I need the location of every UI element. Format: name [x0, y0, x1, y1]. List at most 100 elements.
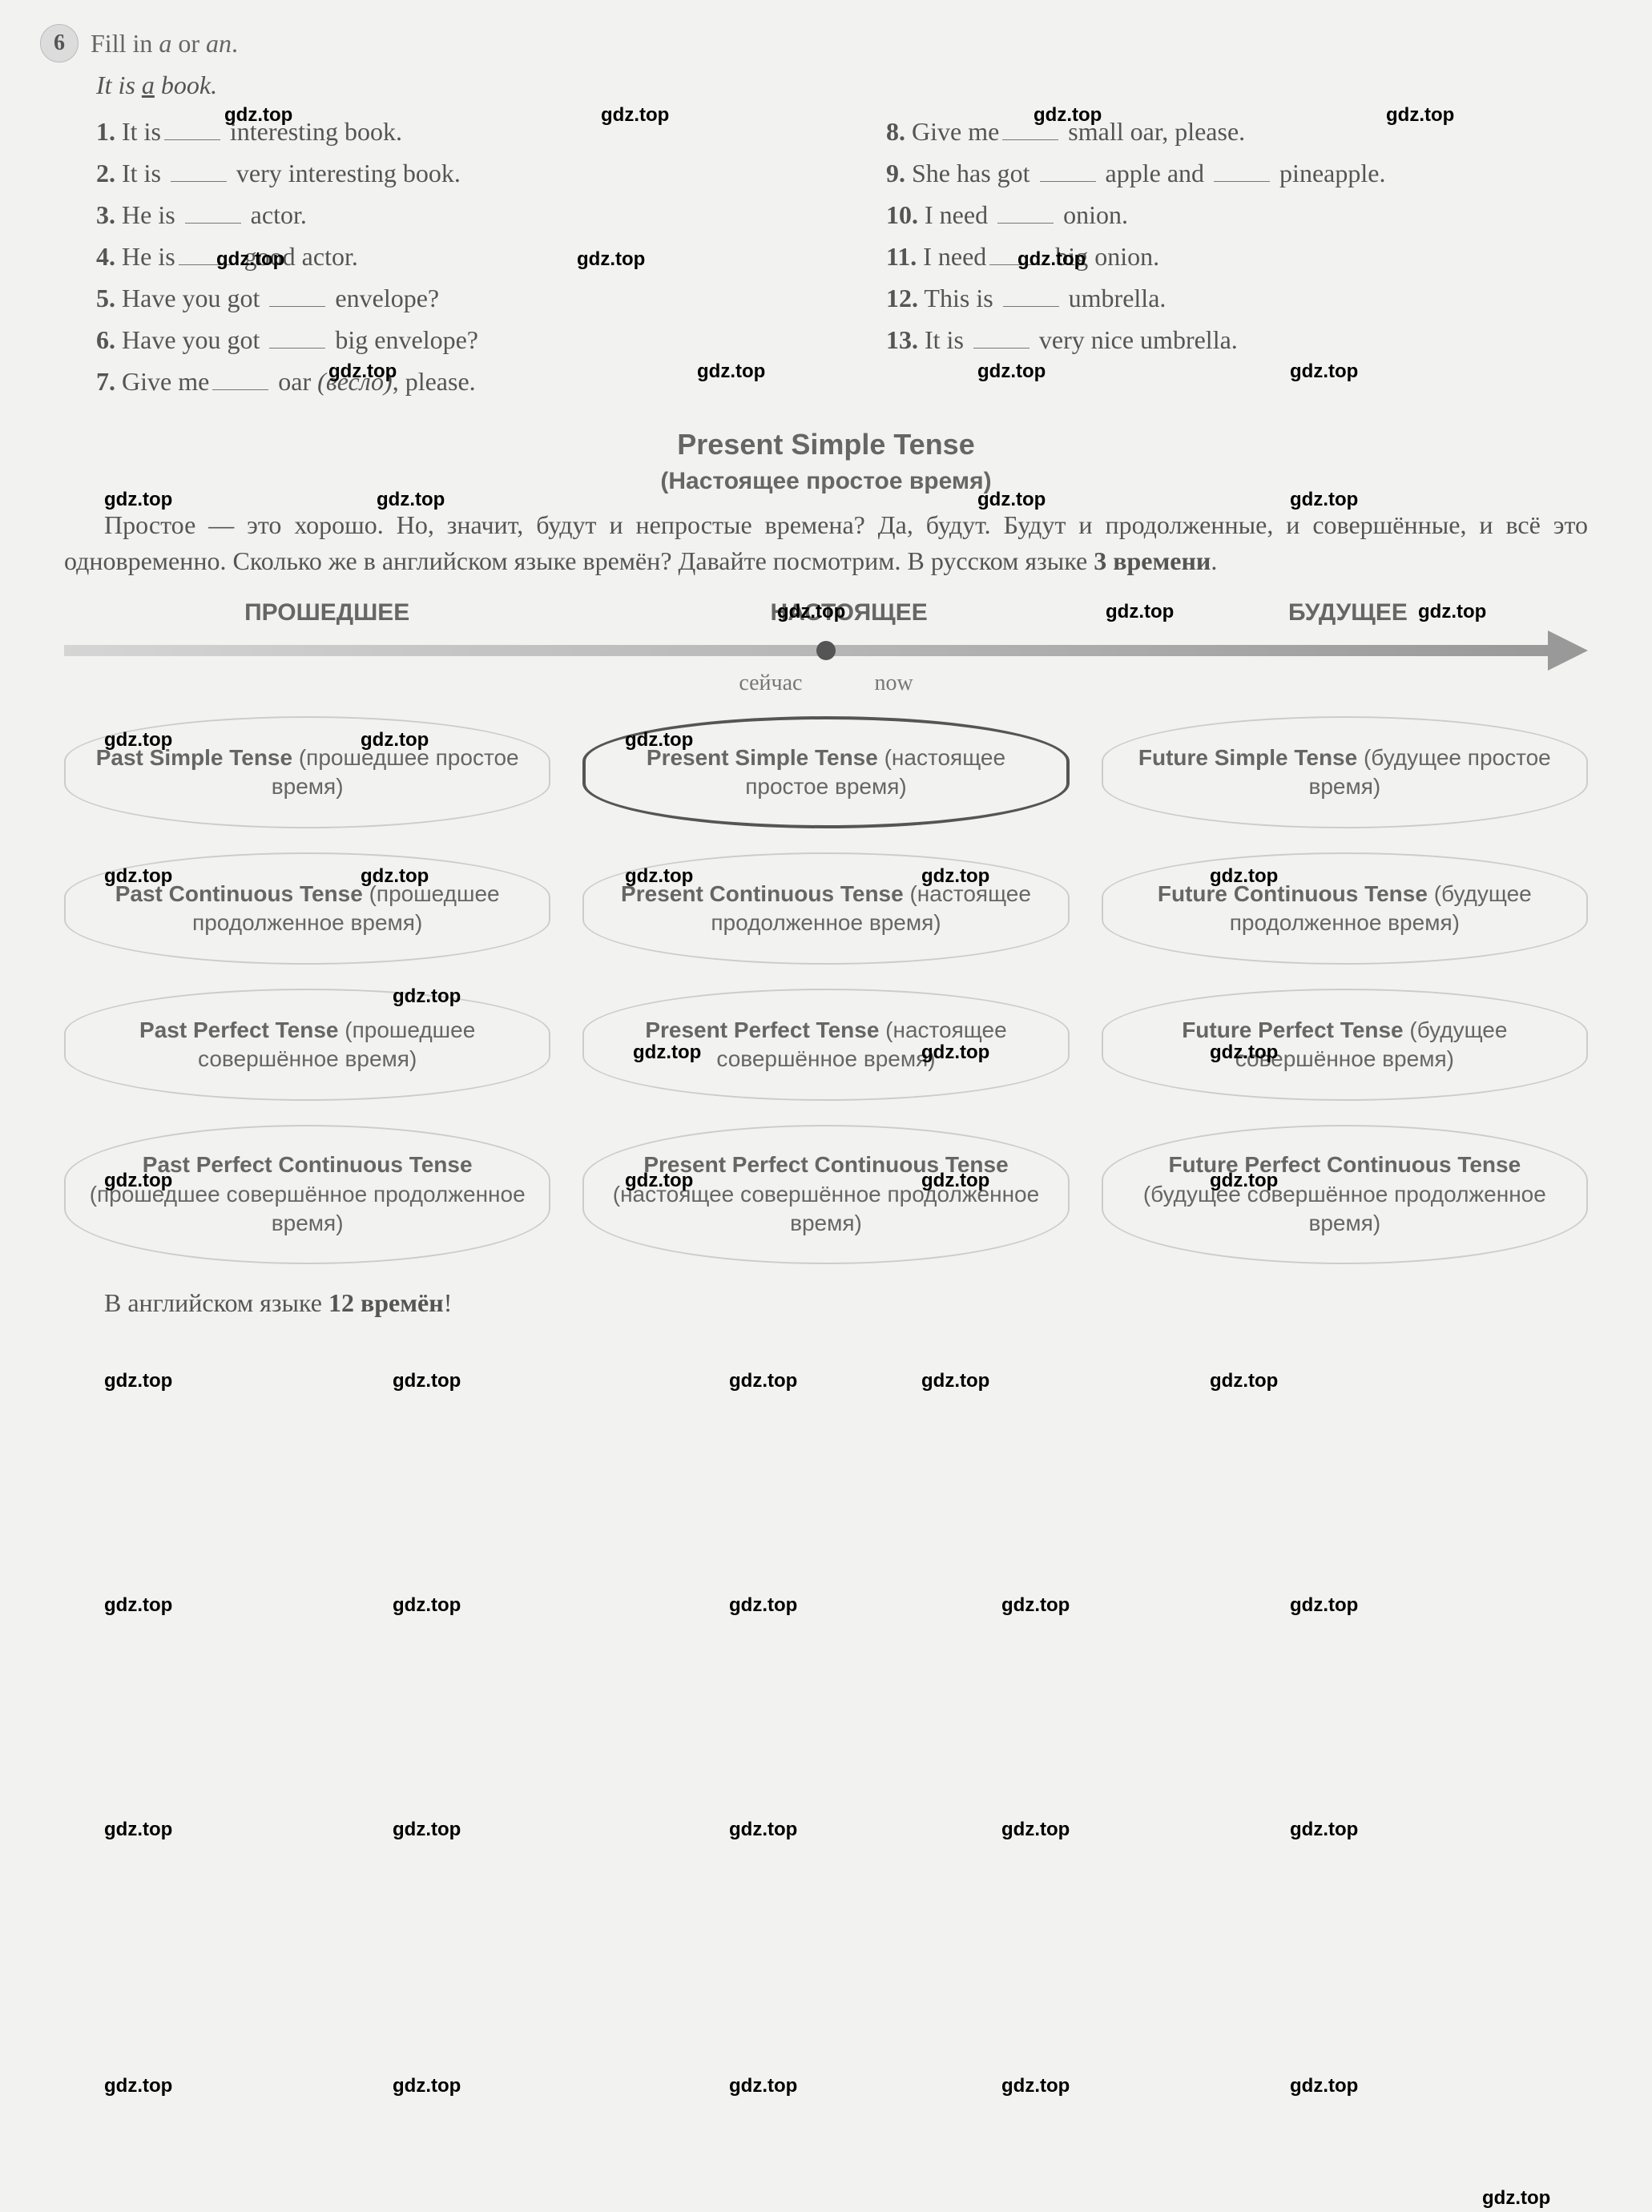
- example-prefix: It is: [96, 71, 142, 99]
- instr-suffix: .: [232, 29, 238, 58]
- watermark-text: gdz.top: [577, 248, 645, 271]
- watermark-text: gdz.top: [921, 1170, 989, 1192]
- watermark-text: gdz.top: [1290, 1594, 1358, 1617]
- section-subtitle: (Настоящее простое время): [40, 468, 1612, 495]
- exercise-item: 11. I need big onion.: [886, 237, 1612, 276]
- watermark-text: gdz.top: [1001, 1819, 1070, 1841]
- watermark-text: gdz.top: [625, 729, 693, 751]
- exercise-item: 10. I need onion.: [886, 195, 1612, 234]
- watermark-text: gdz.top: [729, 1370, 797, 1392]
- watermark-text: gdz.top: [1482, 2187, 1550, 2210]
- body-main: Простое — это хорошо. Но, значит, будут …: [64, 510, 1588, 575]
- now-en: now: [874, 671, 913, 696]
- exercise-item: 6. Have you got big envelope?: [96, 320, 822, 359]
- watermark-text: gdz.top: [921, 1370, 989, 1392]
- instr-an: an: [206, 29, 232, 58]
- watermark-text: gdz.top: [977, 489, 1046, 511]
- watermark-text: gdz.top: [777, 601, 845, 623]
- watermark-text: gdz.top: [625, 1170, 693, 1192]
- exercise-item: 8. Give me small oar, please.: [886, 112, 1612, 151]
- exercise-item: 4. He is good actor.: [96, 237, 822, 276]
- exercise-item: 2. It is very interesting book.: [96, 154, 822, 192]
- watermark-text: gdz.top: [104, 865, 172, 888]
- watermark-text: gdz.top: [729, 2075, 797, 2097]
- watermark-text: gdz.top: [216, 248, 284, 271]
- watermark-text: gdz.top: [977, 361, 1046, 383]
- exercise-item: 13. It is very nice umbrella.: [886, 320, 1612, 359]
- now-ru: сейчас: [739, 671, 802, 696]
- watermark-text: gdz.top: [377, 489, 445, 511]
- exercise-columns: 1. It is interesting book.2. It is very …: [96, 112, 1612, 404]
- watermark-text: gdz.top: [1210, 1170, 1278, 1192]
- footer-bold: 12 времён: [328, 1288, 444, 1317]
- exercise-header: 6 Fill in a or an.: [40, 24, 1612, 62]
- watermark-text: gdz.top: [328, 361, 397, 383]
- watermark-text: gdz.top: [393, 1594, 461, 1617]
- watermark-text: gdz.top: [1210, 865, 1278, 888]
- section-title: Present Simple Tense: [40, 428, 1612, 461]
- watermark-text: gdz.top: [224, 104, 292, 127]
- footer-prefix: В английском языке: [104, 1288, 328, 1317]
- body-text: Простое — это хорошо. Но, значит, будут …: [64, 507, 1588, 579]
- now-labels: сейчас now: [40, 671, 1612, 696]
- tense-cell: Future Simple Tense (будущее простое вре…: [1102, 716, 1588, 829]
- watermark-text: gdz.top: [104, 2075, 172, 2097]
- watermark-text: gdz.top: [104, 729, 172, 751]
- instr-a: a: [159, 29, 171, 58]
- watermark-text: gdz.top: [921, 1042, 989, 1064]
- watermark-text: gdz.top: [393, 1819, 461, 1841]
- watermark-text: gdz.top: [1210, 1042, 1278, 1064]
- watermark-text: gdz.top: [1418, 601, 1486, 623]
- tense-cell: Future Continuous Tense (будущее продолж…: [1102, 852, 1588, 965]
- watermark-text: gdz.top: [393, 2075, 461, 2097]
- watermark-text: gdz.top: [633, 1042, 701, 1064]
- watermark-text: gdz.top: [104, 1370, 172, 1392]
- watermark-text: gdz.top: [1106, 601, 1174, 623]
- watermark-text: gdz.top: [1001, 2075, 1070, 2097]
- timeline-arrow: [64, 635, 1588, 667]
- footer-suffix: !: [444, 1288, 453, 1317]
- watermark-text: gdz.top: [361, 865, 429, 888]
- exercise-number-badge: 6: [40, 24, 79, 62]
- tense-cell: Present Perfect Continuous Tense (настоя…: [582, 1125, 1069, 1263]
- watermark-text: gdz.top: [1034, 104, 1102, 127]
- watermark-text: gdz.top: [1290, 361, 1358, 383]
- watermark-text: gdz.top: [1290, 2075, 1358, 2097]
- watermark-text: gdz.top: [1001, 1594, 1070, 1617]
- arrow-line: [64, 645, 1556, 656]
- exercise-item: 5. Have you got envelope?: [96, 279, 822, 317]
- example-underlined: a: [142, 71, 155, 99]
- watermark-text: gdz.top: [104, 489, 172, 511]
- exercise-item: 1. It is interesting book.: [96, 112, 822, 151]
- arrow-dot-icon: [816, 641, 836, 660]
- watermark-text: gdz.top: [393, 985, 461, 1008]
- watermark-text: gdz.top: [729, 1819, 797, 1841]
- body-bold: 3 времени: [1094, 546, 1211, 575]
- tense-grid: Past Simple Tense (прошедшее простое вре…: [64, 716, 1588, 1264]
- watermark-text: gdz.top: [1017, 248, 1086, 271]
- watermark-text: gdz.top: [601, 104, 669, 127]
- timeline-past: ПРОШЕДШЕЕ: [244, 599, 409, 627]
- watermark-text: gdz.top: [1386, 104, 1454, 127]
- tense-cell: Past Perfect Continuous Tense (прошедшее…: [64, 1125, 550, 1263]
- tense-cell: Future Perfect Continuous Tense (будущее…: [1102, 1125, 1588, 1263]
- exercise-instruction: Fill in a or an.: [91, 29, 238, 58]
- watermark-text: gdz.top: [625, 865, 693, 888]
- example-suffix: book.: [155, 71, 217, 99]
- watermark-text: gdz.top: [1290, 489, 1358, 511]
- watermark-text: gdz.top: [393, 1370, 461, 1392]
- timeline-future: БУДУЩЕЕ: [1288, 599, 1408, 627]
- watermark-text: gdz.top: [361, 729, 429, 751]
- watermark-text: gdz.top: [921, 865, 989, 888]
- instr-or: or: [171, 29, 206, 58]
- instr-prefix: Fill in: [91, 29, 159, 58]
- footer-text: В английском языке 12 времён!: [104, 1288, 1588, 1318]
- exercise-item: 9. She has got apple and pineapple.: [886, 154, 1612, 192]
- watermark-text: gdz.top: [1210, 1370, 1278, 1392]
- tense-cell: Future Perfect Tense (будущее совершённо…: [1102, 989, 1588, 1101]
- body-suffix: .: [1211, 546, 1217, 575]
- watermark-text: gdz.top: [697, 361, 765, 383]
- watermark-text: gdz.top: [729, 1594, 797, 1617]
- example-text: It is a book.: [96, 71, 1612, 100]
- watermark-text: gdz.top: [104, 1594, 172, 1617]
